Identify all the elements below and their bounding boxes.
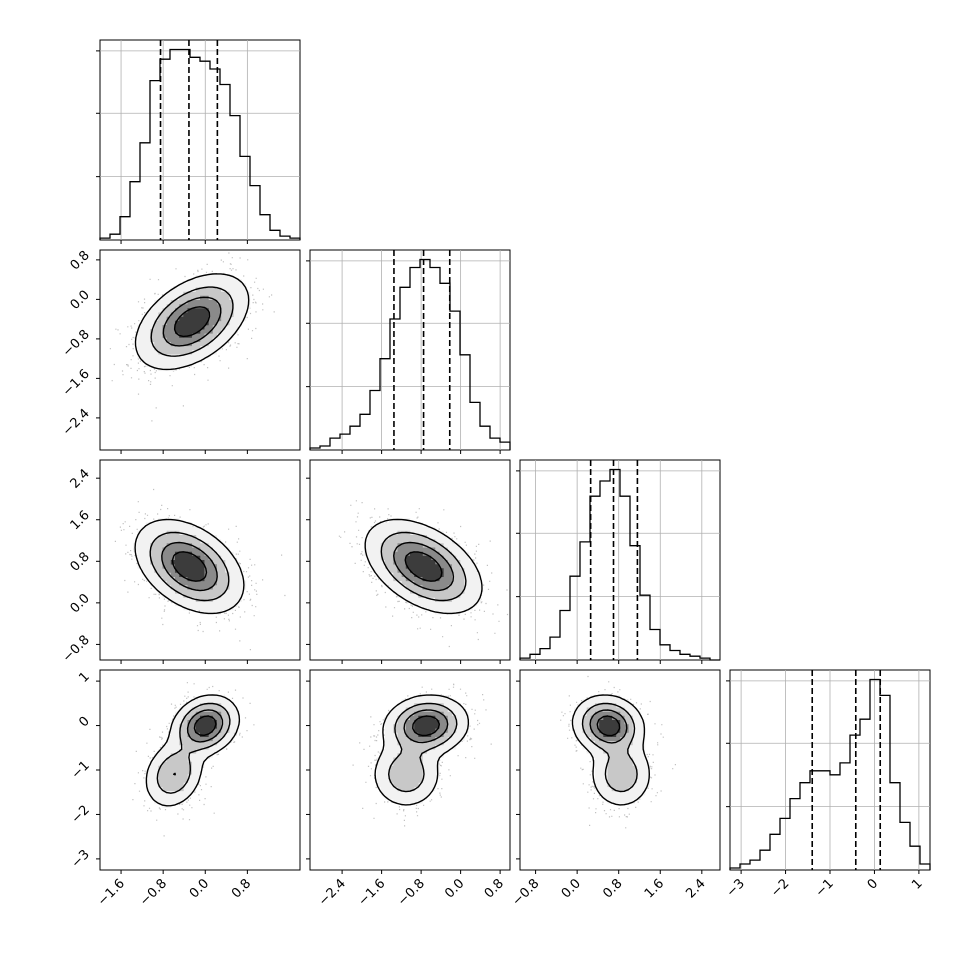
y-tick-label: −1.6	[60, 367, 93, 400]
y-tick-label: 0.0	[68, 591, 93, 616]
density-band-0	[137, 275, 251, 372]
x-tick-label: −1.6	[355, 876, 388, 909]
contour-level-3	[171, 551, 208, 582]
contour-level-1	[388, 702, 458, 793]
density-band-3	[405, 551, 444, 582]
contour-level-2	[589, 709, 628, 744]
density-band-1	[582, 703, 637, 792]
density-band-1	[158, 703, 230, 792]
histogram-step	[99, 48, 301, 240]
panel-frame	[99, 459, 301, 661]
y-tick-label: 0.8	[68, 248, 93, 273]
density-band-0	[133, 518, 247, 615]
x-tick-label: −1	[813, 876, 837, 900]
density-band-3	[599, 715, 621, 737]
y-tick-label: 2.4	[68, 466, 93, 491]
x-tick-label: 0.8	[600, 876, 625, 901]
x-tick-label: −2.4	[316, 876, 349, 909]
x-tick-label: −1.6	[95, 876, 128, 909]
contour-level-3	[596, 715, 621, 737]
contour-level-2	[161, 541, 218, 592]
y-tick-label: −2	[69, 803, 93, 827]
pair-panel-2-1	[309, 459, 511, 661]
density-band-3	[414, 715, 440, 737]
contour-level-1	[581, 702, 638, 793]
density-band-2	[162, 543, 217, 590]
y-tick-label: −0.8	[60, 327, 93, 360]
y-tick-label: −0.8	[60, 633, 93, 666]
contour-level-1	[150, 286, 234, 357]
y-tick-label: 1.6	[68, 508, 93, 533]
x-tick-label: 0.8	[482, 876, 507, 901]
x-tick-label: 1	[909, 876, 925, 892]
density-band-1	[150, 287, 234, 355]
contour-level-0	[134, 273, 250, 371]
x-tick-label: 0.0	[442, 876, 467, 901]
contour-level-2	[393, 541, 455, 592]
pair-panel-2-0	[99, 459, 301, 661]
y-tick-label: 0.8	[68, 550, 93, 575]
contour-level-1	[380, 531, 467, 602]
panel-frame	[309, 249, 511, 451]
histogram-step	[309, 258, 511, 450]
histogram-step	[519, 468, 720, 661]
y-tick-label: −3	[69, 847, 93, 871]
y-tick-label: 0.0	[68, 288, 93, 313]
contour-level-1	[149, 531, 230, 602]
pair-panel-3-1	[309, 669, 511, 871]
x-tick-label: −0.8	[137, 876, 170, 909]
x-tick-label: 1.6	[642, 876, 667, 901]
hist-panel-1	[306, 249, 511, 451]
panel-frame	[519, 459, 721, 661]
x-tick-label: 0.8	[229, 876, 254, 901]
contour-level-0	[145, 694, 241, 807]
x-tick-label: −3	[724, 876, 748, 900]
y-tick-label: −2.4	[60, 406, 93, 439]
panel-frame	[309, 459, 511, 661]
x-tick-label: 0	[865, 876, 881, 892]
x-tick-label: 0.0	[559, 876, 584, 901]
density-band-0	[574, 695, 650, 804]
x-tick-label: −2	[768, 876, 792, 900]
contour-level-0	[571, 694, 650, 806]
pair-panel-1-0	[99, 249, 301, 451]
y-tick-label: 0	[76, 714, 92, 730]
scatter-points	[560, 675, 676, 829]
histogram-step	[729, 678, 931, 870]
contour-level-3	[404, 551, 443, 582]
hist-panel-0	[96, 39, 301, 241]
contour-level-3	[173, 306, 211, 338]
panel-frame	[99, 39, 301, 241]
contour-level-3	[193, 715, 217, 736]
pair-panel-3-0	[99, 669, 301, 871]
contour-level-0	[374, 694, 470, 806]
x-tick-label: −0.8	[395, 876, 428, 909]
contour-level-0	[134, 518, 245, 615]
y-tick-label: 1	[76, 669, 92, 685]
contour-level-3	[412, 715, 440, 737]
panel-frame	[99, 249, 301, 451]
hist-panel-2	[516, 459, 721, 661]
x-tick-label: 2.4	[683, 876, 708, 901]
x-tick-label: 0.0	[187, 876, 212, 901]
contour-level-2	[173, 709, 224, 776]
contour-level-1	[156, 702, 231, 794]
x-tick-label: −0.8	[509, 876, 542, 909]
contour-level-0	[364, 518, 483, 615]
hist-panel-3	[726, 669, 931, 871]
contour-level-2	[162, 296, 222, 347]
y-tick-label: −1	[69, 758, 93, 782]
contour-level-2	[403, 709, 449, 744]
pair-panel-3-2	[519, 669, 721, 871]
density-band-0	[364, 518, 482, 615]
density-band-1	[150, 530, 230, 602]
density-band-0	[145, 695, 238, 808]
